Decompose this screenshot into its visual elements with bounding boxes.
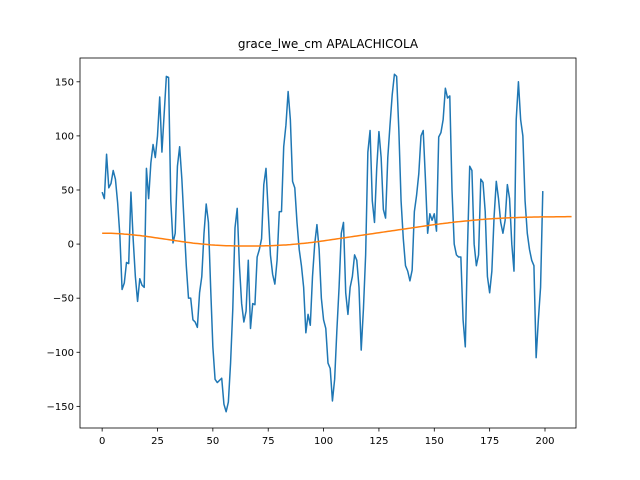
x-tick-label: 200 [535,436,554,447]
x-tick-label: 150 [425,436,444,447]
plot-frame [79,57,577,429]
x-tick-label: 25 [151,436,164,447]
y-tick-label: −50 [53,294,74,305]
y-tick-label: 100 [55,131,74,142]
ticks-layer: 0 25 50 75 100 125 150 175 200 −150 −100 −50 0 50 100 1… [47,77,555,447]
x-tick-label: 50 [206,436,219,447]
chart-title: grace_lwe_cm APALACHICOLA [238,37,419,51]
x-tick-label: 100 [314,436,333,447]
y-tick-label: −150 [47,402,74,413]
series-layer [101,73,572,413]
y-tick-label: 0 [68,240,74,251]
series-line-1 [101,73,544,413]
series-line-2 [102,215,572,247]
x-tick-label: 175 [480,436,499,447]
x-tick-label: 125 [369,436,388,447]
y-tick-label: 150 [55,77,74,88]
y-tick-label: 50 [61,185,74,196]
y-tick-label: −100 [47,348,74,359]
x-tick-label: 0 [99,436,105,447]
x-tick-label: 75 [262,436,275,447]
